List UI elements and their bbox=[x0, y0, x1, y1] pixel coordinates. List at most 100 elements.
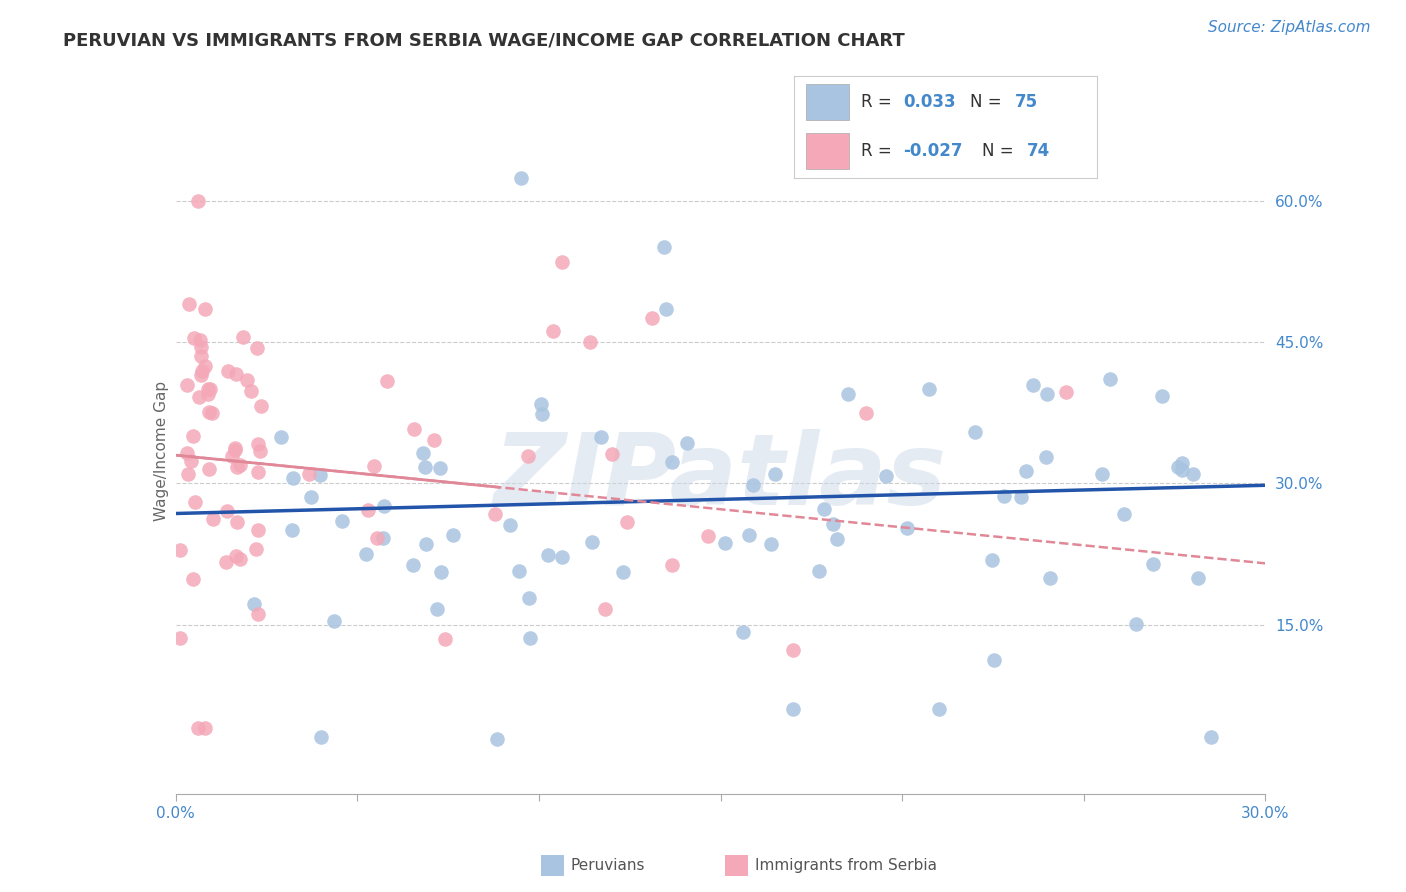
Point bbox=[1125, 616, 1147, 631]
Point bbox=[530, 397, 553, 411]
Point bbox=[1187, 571, 1209, 585]
Point bbox=[1015, 464, 1038, 478]
Text: 75: 75 bbox=[1015, 93, 1038, 111]
Point bbox=[309, 467, 332, 482]
Point bbox=[655, 302, 678, 317]
FancyBboxPatch shape bbox=[807, 133, 849, 169]
Point bbox=[281, 523, 304, 537]
Text: Immigrants from Serbia: Immigrants from Serbia bbox=[755, 858, 936, 872]
Point bbox=[422, 433, 444, 447]
Point bbox=[928, 702, 950, 716]
Point bbox=[813, 502, 835, 516]
Point bbox=[1035, 450, 1057, 464]
Point bbox=[581, 534, 603, 549]
Point bbox=[1171, 457, 1194, 471]
Point bbox=[1199, 731, 1222, 745]
Point bbox=[309, 731, 332, 745]
Point bbox=[763, 467, 786, 482]
Point bbox=[1091, 467, 1114, 481]
Point bbox=[1142, 558, 1164, 572]
Point bbox=[373, 499, 395, 513]
Point bbox=[246, 607, 269, 622]
Point bbox=[612, 565, 634, 579]
Point bbox=[1054, 384, 1077, 399]
Point bbox=[412, 445, 434, 459]
Point bbox=[236, 373, 259, 387]
Point bbox=[1112, 507, 1135, 521]
Point bbox=[616, 515, 638, 529]
Point bbox=[225, 549, 247, 563]
Point bbox=[226, 460, 249, 475]
Point bbox=[484, 507, 506, 521]
Point bbox=[519, 631, 541, 645]
Point bbox=[714, 535, 737, 549]
Point bbox=[415, 536, 437, 550]
Text: Peruvians: Peruvians bbox=[571, 858, 645, 872]
Point bbox=[198, 382, 221, 396]
Point bbox=[517, 449, 540, 463]
Point bbox=[186, 721, 209, 735]
Point bbox=[1150, 389, 1173, 403]
Point bbox=[441, 528, 464, 542]
Point bbox=[332, 514, 354, 528]
Text: N =: N = bbox=[970, 93, 1007, 111]
Point bbox=[413, 459, 436, 474]
Point bbox=[1022, 378, 1045, 392]
Point bbox=[429, 460, 451, 475]
Point bbox=[217, 364, 239, 378]
Text: ZIPatlas: ZIPatlas bbox=[494, 429, 948, 526]
Point bbox=[183, 330, 205, 344]
FancyBboxPatch shape bbox=[807, 84, 849, 120]
Point bbox=[198, 461, 221, 475]
Point bbox=[983, 652, 1005, 666]
Point bbox=[759, 537, 782, 551]
Point bbox=[249, 444, 271, 458]
Point bbox=[434, 632, 457, 646]
Point bbox=[980, 553, 1002, 567]
Point bbox=[589, 430, 612, 444]
Point bbox=[281, 471, 304, 485]
Y-axis label: Wage/Income Gap: Wage/Income Gap bbox=[153, 380, 169, 521]
Point bbox=[371, 531, 394, 545]
Point bbox=[246, 523, 269, 537]
Point bbox=[1167, 459, 1189, 474]
Point bbox=[509, 170, 531, 185]
Point bbox=[214, 555, 236, 569]
Text: Source: ZipAtlas.com: Source: ZipAtlas.com bbox=[1208, 20, 1371, 35]
Text: R =: R = bbox=[860, 142, 897, 161]
Point bbox=[180, 454, 202, 468]
Point bbox=[1098, 372, 1121, 386]
Point bbox=[738, 528, 761, 542]
Point bbox=[807, 564, 830, 578]
Point bbox=[201, 406, 224, 420]
Point bbox=[242, 597, 264, 611]
Point bbox=[918, 382, 941, 396]
Point bbox=[194, 302, 217, 317]
Point bbox=[875, 469, 897, 483]
Point bbox=[224, 441, 246, 455]
Point bbox=[1036, 387, 1059, 401]
Text: PERUVIAN VS IMMIGRANTS FROM SERBIA WAGE/INCOME GAP CORRELATION CHART: PERUVIAN VS IMMIGRANTS FROM SERBIA WAGE/… bbox=[63, 31, 905, 49]
Point bbox=[782, 642, 804, 657]
Point bbox=[823, 516, 845, 531]
Point bbox=[270, 430, 292, 444]
Point bbox=[221, 450, 243, 464]
Point bbox=[183, 572, 205, 586]
Point bbox=[194, 359, 217, 373]
Point bbox=[550, 255, 572, 269]
Point bbox=[508, 564, 530, 578]
Point bbox=[486, 731, 509, 746]
Point bbox=[179, 297, 201, 311]
Point bbox=[595, 602, 617, 616]
Point bbox=[896, 520, 918, 534]
Point bbox=[498, 518, 520, 533]
Point bbox=[190, 368, 212, 383]
Point bbox=[827, 532, 849, 546]
Point bbox=[177, 467, 200, 481]
Point bbox=[298, 467, 321, 481]
Point bbox=[541, 324, 564, 338]
Point bbox=[299, 490, 322, 504]
Point bbox=[550, 550, 572, 565]
Point bbox=[246, 341, 269, 355]
Point bbox=[354, 547, 377, 561]
